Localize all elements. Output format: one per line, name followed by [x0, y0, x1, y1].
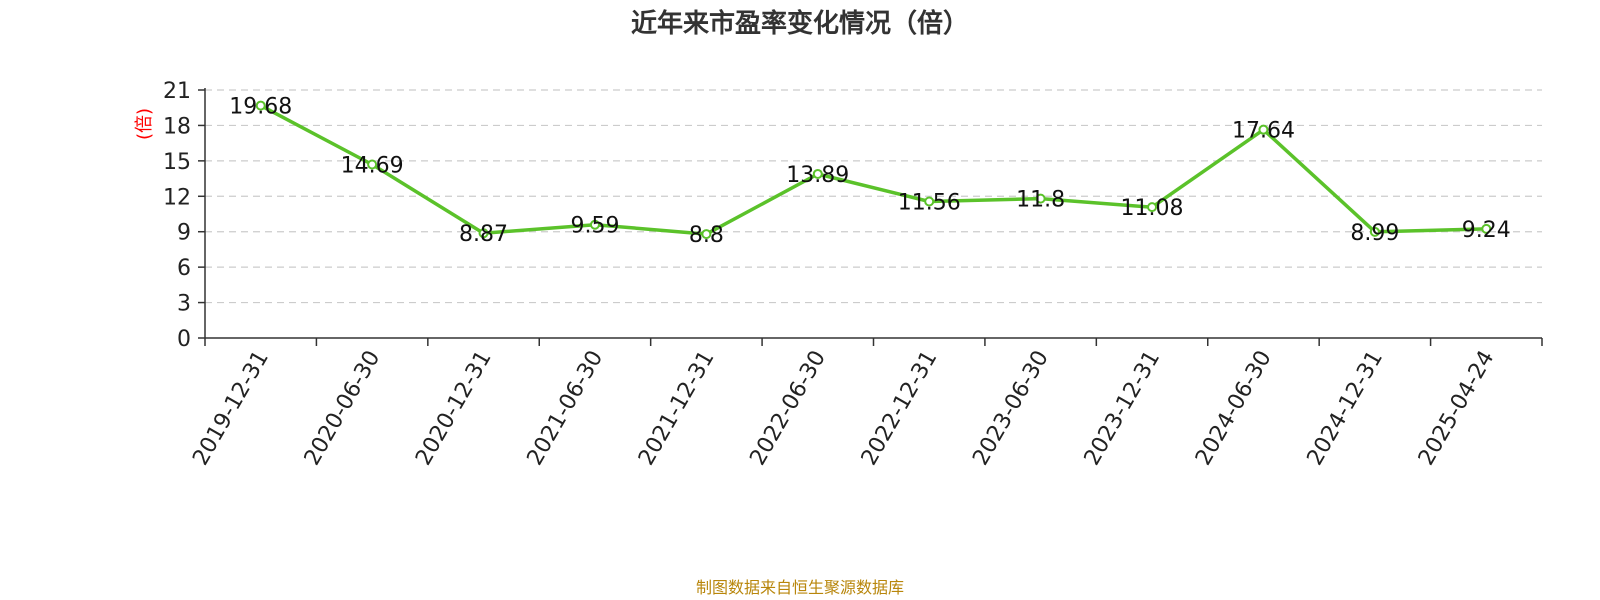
data-point	[1258, 124, 1269, 135]
x-tick-label: 2023-06-30	[968, 347, 1054, 470]
x-tick-label: 2020-06-30	[300, 347, 386, 470]
axes: 0 3 6 9 12 15 18 21 2019-12-31 2020-06-30 2020-12-…	[134, 79, 1543, 470]
y-tick-label: 0	[177, 327, 191, 352]
data-point	[367, 159, 378, 170]
y-tick-label: 9	[177, 221, 191, 246]
data-label: 17.64	[1232, 119, 1295, 144]
data-label: 8.8	[689, 223, 724, 248]
data-label: 8.87	[459, 222, 508, 247]
data-point	[701, 229, 712, 240]
x-tick-label: 2019-12-31	[188, 347, 274, 470]
data-point	[1481, 223, 1492, 234]
data-label: 11.8	[1016, 188, 1065, 213]
y-tick-label: 6	[177, 256, 191, 281]
chart-title: 近年来市盈率变化情况（倍）	[630, 9, 969, 39]
series-line	[259, 104, 1487, 236]
data-point	[478, 228, 489, 239]
y-axis-label: (倍)	[134, 108, 155, 140]
y-tick-label: 15	[163, 150, 191, 175]
x-tick-label: 2022-06-30	[745, 347, 831, 470]
data-point	[1147, 202, 1158, 213]
data-label: 19.68	[229, 95, 292, 120]
source-footnote: 制图数据来自恒生聚源数据库	[695, 578, 904, 597]
x-tick-label: 2024-12-31	[1302, 347, 1388, 470]
data-label: 14.69	[341, 154, 404, 179]
x-tick-label: 2023-12-31	[1080, 347, 1166, 470]
x-tick-label: 2021-06-30	[523, 347, 609, 470]
data-point	[1035, 193, 1046, 204]
x-tick-label: 2021-12-31	[634, 347, 720, 470]
data-label: 13.89	[786, 163, 849, 188]
data-point	[812, 168, 823, 179]
gridlines	[205, 89, 1542, 304]
data-label: 9.24	[1462, 218, 1511, 243]
data-point	[589, 219, 600, 230]
y-tick-label: 18	[163, 114, 191, 139]
x-tick-label: 2024-06-30	[1191, 347, 1277, 470]
data-label: 8.99	[1350, 221, 1399, 246]
data-label: 9.59	[570, 214, 619, 239]
y-tick-label: 3	[177, 292, 191, 317]
data-point	[255, 100, 266, 111]
y-tick-label: 21	[163, 79, 191, 104]
data-label: 11.56	[898, 190, 961, 215]
data-point	[1369, 226, 1380, 237]
x-tick-label: 2025-04-24	[1414, 347, 1500, 470]
x-tick-label: 2020-12-31	[411, 346, 497, 469]
data-point	[924, 196, 935, 207]
series-line-group	[255, 100, 1492, 240]
data-labels: 19.68 14.69 8.87 9.59 8.8 13.89 11.56 11.8 11.08…	[229, 95, 1511, 248]
x-tick-label: 2022-12-31	[857, 346, 943, 469]
data-label: 11.08	[1121, 196, 1184, 221]
y-tick-label: 12	[163, 185, 191, 210]
